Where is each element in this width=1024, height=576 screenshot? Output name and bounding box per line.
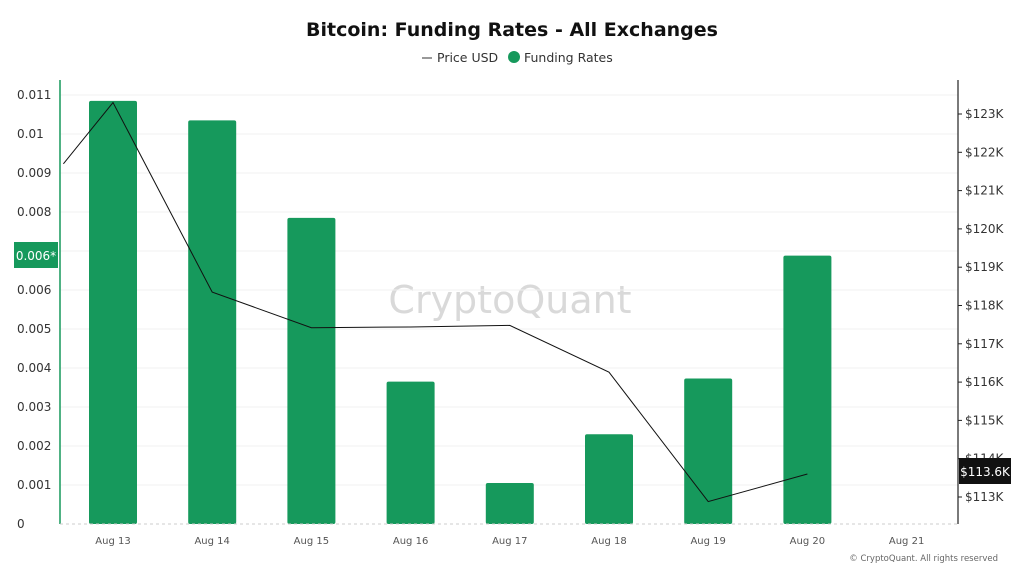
right-tick-label: $116K	[965, 375, 1005, 389]
right-tick-label: $121K	[965, 184, 1005, 198]
price-usd-line[interactable]	[63, 101, 808, 503]
left-tick-label: 0	[17, 517, 25, 531]
right-tick-label: $119K	[965, 260, 1005, 274]
right-tick-label: $113K	[965, 490, 1005, 504]
x-tick-label: Aug 21	[889, 536, 924, 547]
x-tick-label: Aug 16	[393, 536, 428, 547]
left-current-badge-label: 0.006*	[16, 249, 56, 263]
left-current-badge: 0.006*	[14, 242, 58, 268]
left-tick-label: 0.003	[17, 400, 51, 414]
x-tick-label: Aug 13	[95, 536, 130, 547]
right-current-badge: $113.6K	[959, 458, 1011, 484]
x-tick-label: Aug 14	[194, 536, 229, 547]
left-tick-label: 0.004	[17, 361, 51, 375]
right-tick-label: $120K	[965, 222, 1005, 236]
right-axis-ticks: $113K$114K$115K$116K$117K$118K$119K$120K…	[958, 107, 1005, 504]
legend-item-funding[interactable]: Funding Rates	[508, 50, 613, 65]
left-tick-label: 0.001	[17, 478, 51, 492]
x-tick-label: Aug 18	[591, 536, 626, 547]
legend: Price USD Funding Rates	[422, 50, 613, 65]
legend-label-funding: Funding Rates	[524, 50, 613, 65]
x-tick-label: Aug 17	[492, 536, 527, 547]
x-tick-label: Aug 19	[690, 536, 725, 547]
left-tick-label: 0.01	[17, 127, 44, 141]
funding-rate-bar[interactable]	[485, 483, 534, 524]
funding-rate-bar[interactable]	[783, 255, 832, 524]
funding-rate-bar[interactable]	[287, 217, 336, 524]
watermark-logo: CryptoQuant	[388, 278, 631, 322]
funding-rate-bar[interactable]	[188, 120, 237, 524]
funding-rate-bar[interactable]	[585, 434, 633, 524]
right-current-badge-label: $113.6K	[960, 465, 1011, 479]
legend-label-price: Price USD	[437, 50, 498, 65]
bars-layer	[89, 100, 832, 524]
left-tick-label: 0.011	[17, 88, 51, 102]
copyright-notice: © CryptoQuant. All rights reserved	[849, 554, 998, 564]
left-tick-label: 0.002	[17, 439, 51, 453]
right-tick-label: $122K	[965, 145, 1005, 159]
right-tick-label: $115K	[965, 413, 1005, 427]
legend-dot-marker	[508, 51, 520, 63]
right-tick-label: $117K	[965, 337, 1005, 351]
left-tick-label: 0.005	[17, 322, 51, 336]
legend-item-price[interactable]: Price USD	[422, 50, 498, 65]
price-line-layer	[63, 101, 808, 503]
right-tick-label: $118K	[965, 299, 1005, 313]
x-tick-label: Aug 15	[294, 536, 329, 547]
axes	[59, 80, 959, 525]
left-tick-label: 0.008	[17, 205, 51, 219]
chart-title: Bitcoin: Funding Rates - All Exchanges	[306, 19, 718, 41]
right-current-badge-bg	[959, 458, 1011, 484]
funding-rate-bar[interactable]	[386, 381, 435, 524]
x-axis-ticks: Aug 13 Aug 14 Aug 15 Aug 16 Aug 17 Aug 18 Aug …	[95, 536, 924, 547]
x-tick-label: Aug 20	[790, 536, 825, 547]
left-tick-label: 0.009	[17, 166, 51, 180]
left-axis-ticks: 0 0.001 0.002 0.003 0.004 0.005 0.006 0.008 0.00…	[17, 88, 51, 531]
funding-rate-bar[interactable]	[89, 100, 137, 524]
right-tick-label: $123K	[965, 107, 1005, 121]
left-current-badge-bg	[14, 242, 58, 268]
funding-rate-bar[interactable]	[684, 378, 733, 524]
left-tick-label: 0.006	[17, 283, 51, 297]
